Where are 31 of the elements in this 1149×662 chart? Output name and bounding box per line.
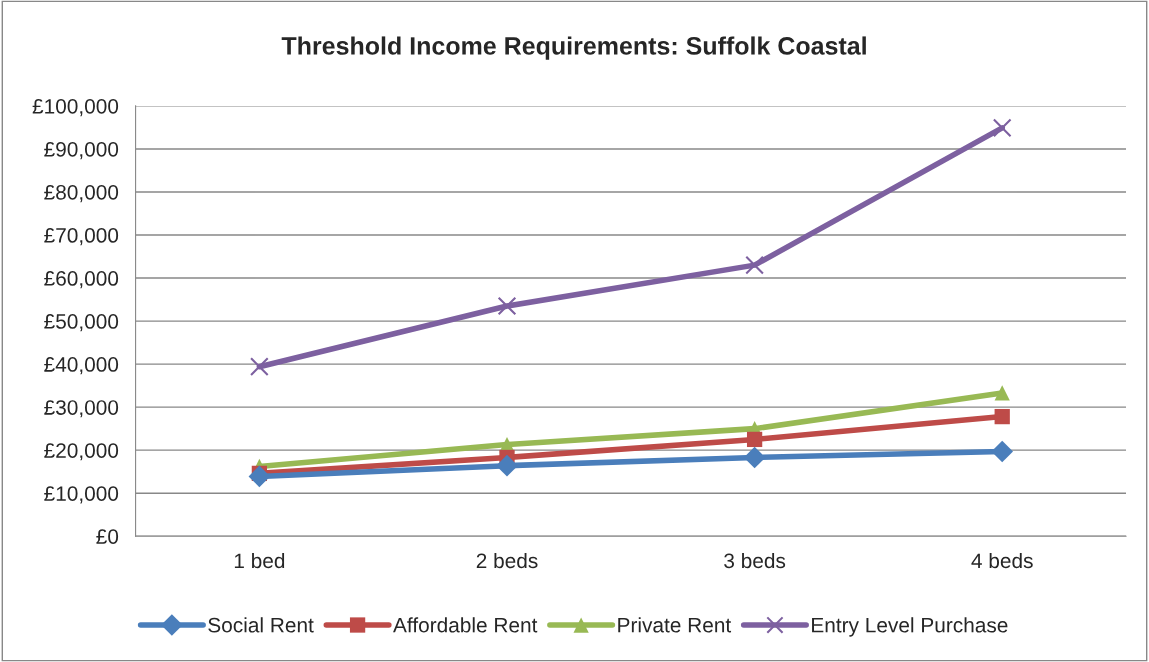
y-tick-label: £20,000 xyxy=(44,443,119,461)
y-tick-label: £50,000 xyxy=(44,314,119,332)
point xyxy=(994,385,1010,401)
point xyxy=(248,465,271,488)
point xyxy=(992,118,1012,138)
point xyxy=(250,357,269,377)
legend-label: Affordable Rent xyxy=(393,617,538,633)
legend-label: Social Rent xyxy=(208,617,314,633)
point xyxy=(743,446,766,469)
legend-label: Private Rent xyxy=(618,617,732,633)
x-tick-label: 3 beds xyxy=(724,552,786,569)
y-tick-label: £80,000 xyxy=(44,184,119,203)
point xyxy=(991,440,1014,463)
point xyxy=(746,431,763,448)
y-tick-label: £100,000 xyxy=(32,98,119,117)
point xyxy=(994,408,1010,425)
y-tick-label: £30,000 xyxy=(44,400,119,418)
x-tick-label: 2 beds xyxy=(476,552,538,569)
point xyxy=(497,296,517,316)
y-tick-label: £0 xyxy=(96,529,119,544)
y-tick-label: £40,000 xyxy=(44,357,119,375)
legend-label: Entry Level Purchase xyxy=(812,617,1008,637)
x-tick-label: 1 bed xyxy=(234,552,285,569)
point xyxy=(745,255,764,275)
y-tick-label: £70,000 xyxy=(44,228,119,246)
y-tick-label: £60,000 xyxy=(44,271,119,289)
point xyxy=(496,454,518,477)
chart-title: Threshold Income Requirements: Suffolk Coastal xyxy=(281,36,866,60)
x-tick-label: 4 beds xyxy=(971,552,1033,569)
y-tick-label: £90,000 xyxy=(44,141,119,160)
y-tick-label: £10,000 xyxy=(44,486,119,504)
